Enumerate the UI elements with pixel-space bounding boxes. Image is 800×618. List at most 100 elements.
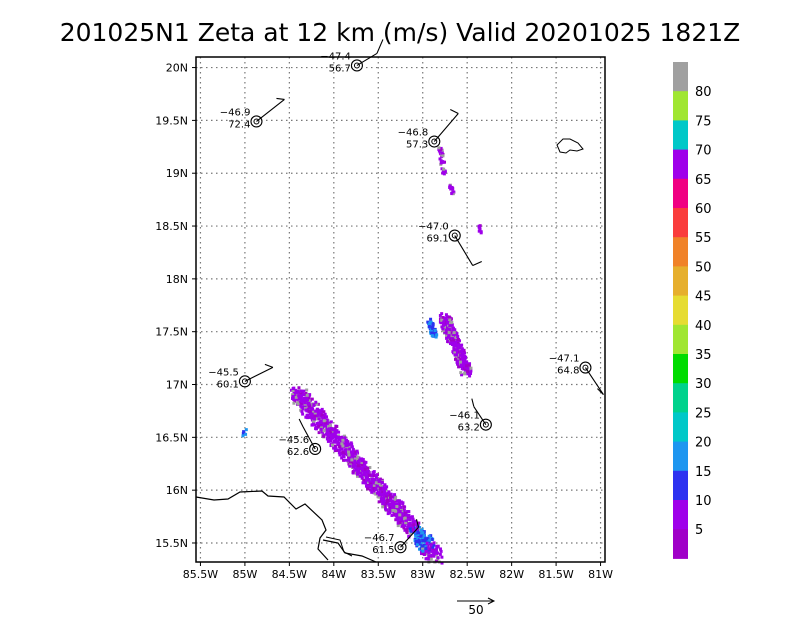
echo-pixel: [332, 440, 336, 444]
echo-pixel: [314, 400, 318, 404]
echo-pixel: [329, 426, 333, 430]
echo-pixel: [317, 424, 321, 428]
echo-pixel: [456, 340, 460, 344]
x-tick-label: 83.5W: [361, 568, 396, 581]
echo-pixel: [417, 531, 421, 535]
echo-pixel: [421, 549, 425, 553]
echo-pixel: [398, 501, 402, 505]
echo-pixel: [344, 443, 348, 447]
echo-pixel: [448, 324, 452, 328]
echo-pixel: [443, 317, 447, 321]
echo-pixel: [462, 360, 466, 364]
coastline-islet: [325, 536, 353, 557]
echo-pixel: [397, 511, 401, 515]
vector-key-arrowhead: [487, 597, 496, 605]
echo-pixel: [312, 419, 316, 423]
echo-pixel: [292, 401, 296, 405]
coastline: [195, 138, 584, 563]
echo-pixel: [462, 348, 466, 352]
echo-pixel: [428, 538, 432, 542]
echo-pixel: [321, 422, 325, 426]
echo-pixel: [383, 483, 387, 487]
echo-pixel: [431, 324, 435, 328]
echo-pixel: [420, 552, 424, 556]
echo-pixel: [447, 327, 451, 331]
echo-pixel: [307, 399, 311, 403]
echo-pixel: [425, 541, 429, 545]
colorbar-segment: [673, 120, 688, 151]
echo-pixel: [439, 159, 443, 163]
echo-pixel: [422, 534, 426, 538]
echo-pixel: [311, 421, 315, 425]
wind-barb-flag: [264, 363, 274, 368]
echo-pixel: [307, 409, 311, 413]
echo-pixel: [425, 537, 429, 541]
echo-pixel: [363, 479, 367, 483]
echo-pixel: [440, 151, 444, 155]
echo-pixel: [398, 521, 402, 525]
vector-key-label: 50: [468, 603, 483, 617]
echo-pixel: [392, 502, 396, 506]
echo-pixel: [460, 348, 464, 352]
echo-pixel: [460, 367, 464, 371]
echo-pixel: [451, 329, 455, 333]
x-tick-label: 81W: [588, 568, 613, 581]
echo-pixel: [333, 431, 337, 435]
echo-pixel: [398, 513, 402, 517]
echo-pixel: [299, 389, 303, 393]
echo-pixel: [379, 497, 383, 501]
echo-pixel: [335, 424, 339, 428]
echo-pixel: [362, 460, 366, 464]
echo-pixel: [366, 470, 370, 474]
echo-pixel: [382, 504, 386, 508]
echo-pixel: [378, 477, 382, 481]
obs-speed: 61.5: [372, 545, 394, 556]
echo-pixel: [465, 360, 469, 364]
echo-pixel: [381, 486, 385, 490]
echo-pixel: [318, 420, 322, 424]
echo-pixel: [432, 543, 436, 547]
echo-pixel: [313, 417, 317, 421]
echo-pixel: [408, 521, 412, 525]
echo-pixel: [466, 367, 470, 371]
echo-pixel: [400, 519, 404, 523]
echo-pixel: [382, 496, 386, 500]
echo-pixel: [389, 499, 393, 503]
echo-pixel: [324, 421, 328, 425]
coastline-cayman: [556, 138, 584, 154]
colorbar-segment: [673, 91, 688, 121]
echo-pixel: [330, 443, 334, 447]
echo-pixel: [438, 157, 442, 161]
echo-pixel: [300, 410, 304, 414]
echo-pixel: [409, 529, 413, 533]
colorbar-label: 5: [695, 523, 703, 538]
echo-pixel: [355, 466, 359, 470]
echo-pixel: [431, 322, 435, 326]
echo-pixel: [343, 436, 347, 440]
echo-pixel: [340, 442, 344, 446]
echo-pixel: [325, 415, 329, 419]
echo-pixel: [329, 436, 333, 440]
echo-pixel: [442, 172, 446, 176]
echo-pixel: [450, 340, 454, 344]
echo-pixel: [460, 373, 464, 377]
echo-pixel: [352, 452, 356, 456]
wind-barb-shaft: [244, 366, 274, 382]
echo-pixel: [456, 335, 460, 339]
echo-pixel: [315, 417, 319, 421]
echo-pixel: [347, 450, 351, 454]
wind-barb-shaft: [433, 113, 459, 142]
echo-pixel: [360, 473, 364, 477]
echo-pixel: [424, 547, 428, 551]
echo-pixel: [382, 491, 386, 495]
echo-pixel: [455, 353, 459, 357]
echo-pixel: [307, 401, 311, 405]
echo-pixel: [341, 444, 345, 448]
y-tick-label: 17.5N: [155, 326, 188, 339]
echo-pixel: [390, 513, 394, 517]
echo-pixel: [456, 350, 460, 354]
echo-pixel: [358, 474, 362, 478]
echo-pixel: [327, 425, 331, 429]
echo-pixel: [317, 415, 321, 419]
echo-pixel: [381, 505, 385, 509]
